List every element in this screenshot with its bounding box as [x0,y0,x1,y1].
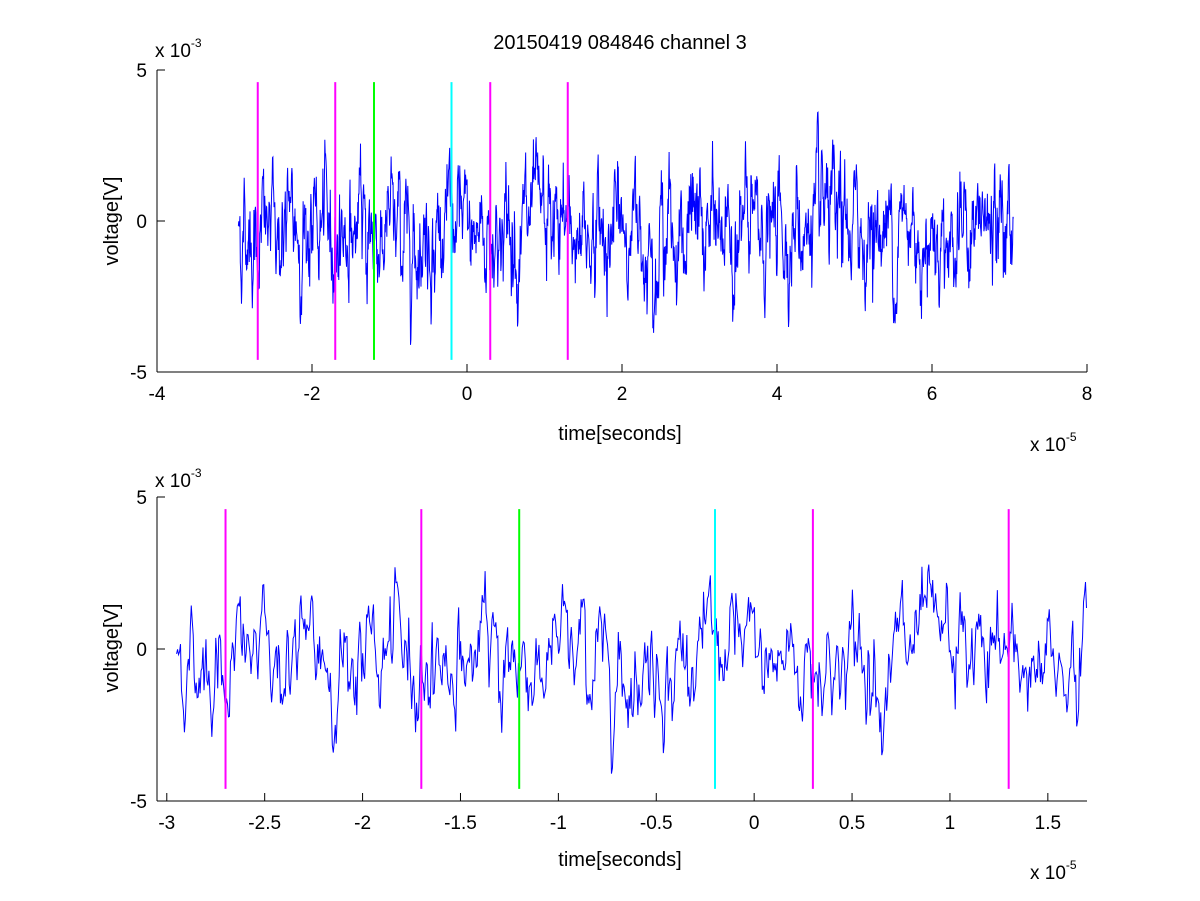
x-tick-label: -3 [158,813,175,834]
y-tick-label: 0 [136,212,147,233]
y-tick-label: 5 [136,61,147,82]
x-tick-label: 4 [772,384,783,405]
plot-area [157,497,1087,801]
y-multiplier-label: x 10-3 [155,466,202,492]
chart-title: 20150419 084846 channel 3 [493,32,747,54]
x-multiplier-label: x 10-5 [1030,430,1077,456]
y-axis-label: voltage[V] [101,604,123,693]
x-tick-label: -0.5 [640,813,673,834]
top-plot: 20150419 084846 channel 3 x 10-3 -4 -2 0 2 4… [101,32,1092,456]
y-tick-label: -5 [130,792,147,813]
y-multiplier-label: x 10-3 [155,36,202,62]
x-tick-label: 0 [462,384,473,405]
x-tick-label: 8 [1082,384,1093,405]
bottom-plot: x 10-3 -3 -2.5 -2 -1.5 -1 -0.5 0 0.5 1 1.5 -5 0 5 ti… [101,466,1087,884]
x-axis-label: time[seconds] [558,849,681,871]
x-tick-label: -4 [149,384,166,405]
y-tick-label: 0 [136,640,147,661]
x-tick-label: 2 [617,384,628,405]
x-multiplier-label: x 10-5 [1030,858,1077,884]
x-tick-label: -2 [304,384,321,405]
x-tick-label: -1 [550,813,567,834]
signal-line [237,111,1014,345]
x-tick-label: 1.5 [1035,813,1061,834]
x-tick-label: -2.5 [248,813,281,834]
x-tick-label: 6 [927,384,938,405]
x-tick-label: 1 [945,813,956,834]
x-tick-label: -2 [354,813,371,834]
y-tick-label: -5 [130,363,147,384]
x-tick-label: -1.5 [444,813,477,834]
signal-line [176,564,1087,774]
y-axis-label: voltage[V] [101,177,123,266]
x-tick-label: 0.5 [839,813,865,834]
x-tick-label: 0 [749,813,760,834]
x-axis-label: time[seconds] [558,423,681,445]
y-tick-label: 5 [136,488,147,509]
